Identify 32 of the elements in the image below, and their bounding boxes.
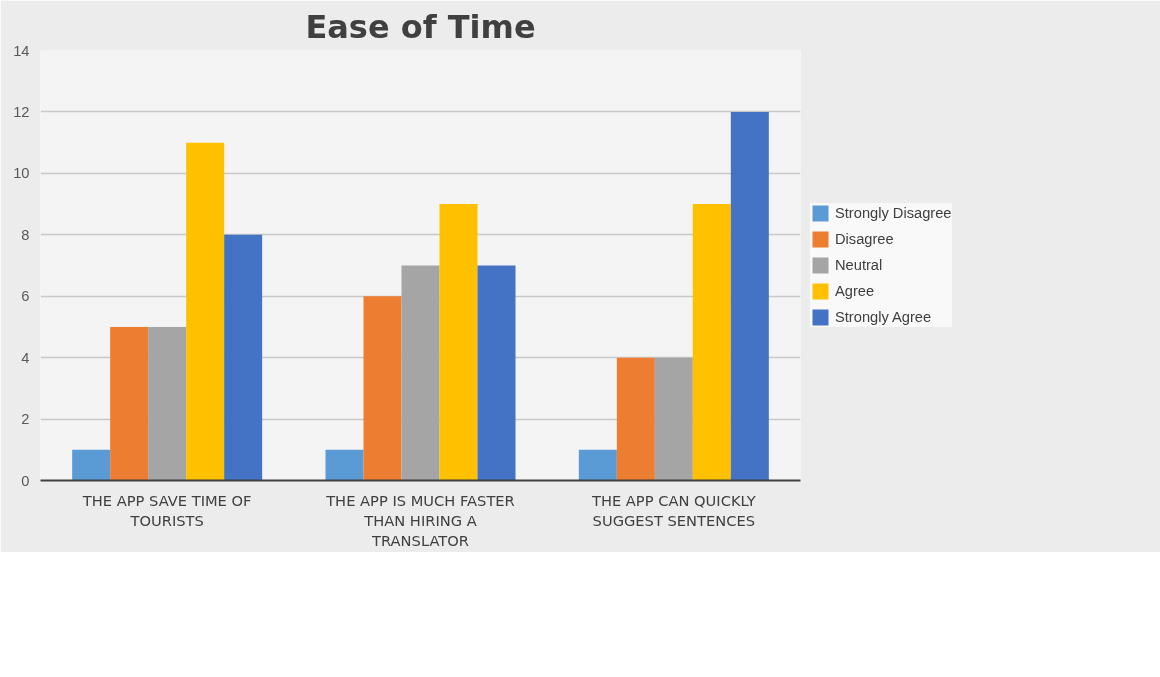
x-tick-label: THE APP CAN QUICKLY SUGGEST SENTENCES xyxy=(590,491,756,529)
y-tick-label: 14 xyxy=(13,42,30,59)
y-tick-label: 8 xyxy=(21,226,30,243)
legend-label: Agree xyxy=(835,283,875,299)
bar xyxy=(363,296,402,481)
bar xyxy=(72,449,111,481)
legend-label: Disagree xyxy=(835,231,894,247)
bar xyxy=(730,111,769,481)
bar xyxy=(616,357,655,481)
legend-label: Strongly Agree xyxy=(835,309,932,325)
bar xyxy=(654,357,693,481)
bar xyxy=(224,234,263,481)
legend-label: Neutral xyxy=(835,257,883,273)
bar xyxy=(186,142,225,481)
chart-title: Ease of Time xyxy=(305,7,536,46)
bar xyxy=(148,326,187,481)
bar xyxy=(401,265,440,481)
x-tick-label: THE APP SAVE TIME OF TOURISTS xyxy=(81,491,252,529)
y-tick-label: 6 xyxy=(21,288,30,305)
bar xyxy=(439,204,478,481)
bar xyxy=(110,326,149,481)
bar xyxy=(477,265,516,481)
y-tick-label: 2 xyxy=(21,411,30,428)
bar xyxy=(578,449,617,481)
x-tick-label: THE APP IS MUCH FASTER THAN HIRING A TRANSLATOR xyxy=(325,491,515,550)
legend-label: Strongly Disagree xyxy=(835,205,952,221)
y-tick-label: 10 xyxy=(13,165,30,182)
y-tick-label: 4 xyxy=(21,349,30,366)
bar xyxy=(692,204,731,481)
bar xyxy=(325,449,364,481)
y-tick-label: 12 xyxy=(13,103,30,120)
y-tick-label: 0 xyxy=(21,472,30,489)
